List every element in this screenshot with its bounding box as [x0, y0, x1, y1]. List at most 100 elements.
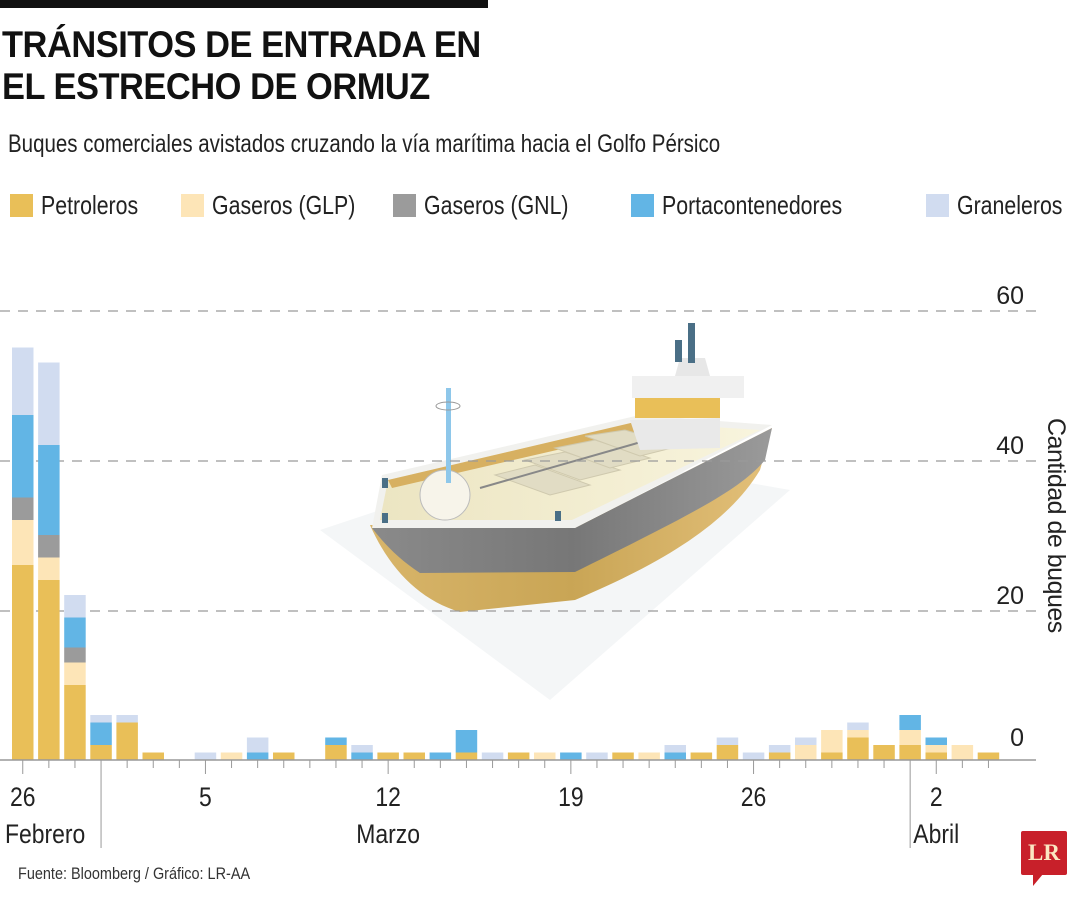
- bar-segment-graneleros: [64, 595, 86, 618]
- logo-text: LR: [1028, 840, 1060, 865]
- x-axis: [0, 759, 1036, 848]
- bar-segment-graneleros: [12, 347, 34, 415]
- foremast: [446, 388, 451, 483]
- legend-item-portacontenedores: Portacontenedores: [631, 190, 882, 221]
- y-tick-label: 40: [996, 432, 1024, 460]
- bollard: [555, 511, 561, 521]
- bar-segment-petroleros: [64, 685, 86, 760]
- lr-logo: LR: [1021, 831, 1067, 886]
- superstructure-base: [630, 418, 720, 450]
- bar-segment-petroleros: [116, 722, 138, 760]
- bar-segment-graneleros: [351, 745, 373, 753]
- bar-segment-graneleros: [38, 362, 60, 445]
- bar-stack: [795, 737, 817, 760]
- bar-segment-petroleros: [273, 752, 295, 760]
- bar-segment-petroleros: [612, 752, 634, 760]
- bar-segment-portacontenedores: [664, 752, 686, 760]
- month-label: Febrero: [5, 819, 85, 849]
- month-label: Abril: [913, 819, 959, 849]
- bar-segment-petroleros: [899, 745, 921, 760]
- y-tick-label: 0: [1010, 724, 1024, 752]
- fore-platform: [419, 469, 471, 521]
- bar-segment-petroleros: [142, 752, 164, 760]
- bar-segment-gaseros-glp: [925, 745, 947, 753]
- bar-stack: [116, 715, 138, 760]
- bar-segment-gaseros-glp: [38, 557, 60, 580]
- pipe-rail: [479, 437, 656, 489]
- bar-stack: [873, 745, 895, 760]
- bar-segment-gaseros-glp: [795, 745, 817, 760]
- bar-stack: [220, 752, 243, 760]
- bar-stack: [925, 737, 947, 760]
- bar-segment-graneleros: [90, 715, 112, 723]
- bar-stack: [638, 752, 660, 760]
- month-label: Marzo: [356, 819, 420, 849]
- bar-segment-petroleros: [925, 752, 947, 760]
- bar-segment-petroleros: [690, 752, 713, 760]
- x-tick-label: 5: [199, 782, 212, 812]
- legend-swatch: [10, 194, 33, 217]
- bar-segment-gaseros-gnl: [12, 497, 34, 520]
- top-rule: [0, 0, 488, 8]
- bar-stack: [560, 752, 582, 760]
- legend-label: Gaseros (GNL): [424, 190, 569, 220]
- x-tick-label: 19: [558, 782, 584, 812]
- bar-segment-gaseros-glp: [951, 745, 974, 760]
- bar-segment-graneleros: [194, 752, 217, 760]
- bar-segment-portacontenedores: [64, 617, 86, 648]
- bar-segment-portacontenedores: [899, 715, 921, 730]
- legend-swatch: [393, 194, 416, 217]
- bar-segment-gaseros-glp: [847, 730, 869, 738]
- bar-stack: [429, 752, 452, 760]
- bar-stack: [90, 715, 112, 760]
- bar-segment-gaseros-glp: [220, 752, 243, 760]
- bar-segment-gaseros-gnl: [64, 647, 86, 663]
- x-tick-label: 12: [375, 782, 401, 812]
- title-line-2: EL ESTRECHO DE ORMUZ: [2, 66, 430, 107]
- gridlines: [0, 310, 1036, 612]
- bar-stack: [690, 752, 713, 760]
- bar-segment-portacontenedores: [429, 752, 452, 760]
- bar-stack: [194, 752, 217, 760]
- hull-band: [372, 428, 772, 573]
- funnel-2: [688, 323, 695, 363]
- bar-segment-petroleros: [977, 752, 1000, 760]
- bar-stack: [664, 745, 686, 760]
- bollard: [382, 513, 388, 523]
- chart-subtitle: Buques comerciales avistados cruzando la…: [8, 130, 721, 158]
- bar-stack: [612, 752, 634, 760]
- bar-segment-graneleros: [664, 745, 686, 753]
- chart-title: TRÁNSITOS DE ENTRADA EN EL ESTRECHO DE O…: [2, 24, 481, 108]
- superstructure-mid: [635, 396, 720, 418]
- bar-segment-portacontenedores: [351, 752, 373, 760]
- bar-stack: [742, 752, 765, 760]
- x-axis-labels: 26 Febrero 5 12 Marzo 19 26 2 Abril: [5, 782, 959, 849]
- legend-item-petroleros: Petroleros: [10, 190, 160, 221]
- superstructure-top: [632, 376, 744, 398]
- bar-segment-petroleros: [12, 565, 34, 760]
- funnel-1: [675, 340, 682, 362]
- bar-stack: [273, 752, 295, 760]
- bar-segment-portacontenedores: [12, 415, 34, 498]
- legend-label: Graneleros: [957, 190, 1063, 220]
- bar-stack: [507, 752, 530, 760]
- bar-segment-petroleros: [768, 752, 791, 760]
- bar-segment-gaseros-glp: [821, 730, 843, 753]
- bar-stack: [768, 745, 791, 760]
- legend: Petroleros Gaseros (GLP) Gaseros (GNL) P…: [0, 190, 1080, 226]
- legend-item-gaseros-gnl: Gaseros (GNL): [393, 190, 600, 221]
- bar-stack: [977, 752, 1000, 760]
- bar-stack: [899, 715, 921, 760]
- ship-illustration: [320, 323, 790, 700]
- bar-segment-gaseros-glp: [899, 730, 921, 745]
- bar-segment-petroleros: [847, 737, 869, 760]
- bar-segment-graneleros: [481, 752, 504, 760]
- bar-stack: [951, 745, 974, 760]
- mast-ring: [435, 401, 461, 411]
- bar-segment-portacontenedores: [246, 752, 269, 760]
- y-tick-label: 20: [996, 582, 1024, 610]
- bar-segment-graneleros: [742, 752, 765, 760]
- bar-segment-graneleros: [716, 737, 739, 745]
- bar-segment-petroleros: [38, 580, 60, 760]
